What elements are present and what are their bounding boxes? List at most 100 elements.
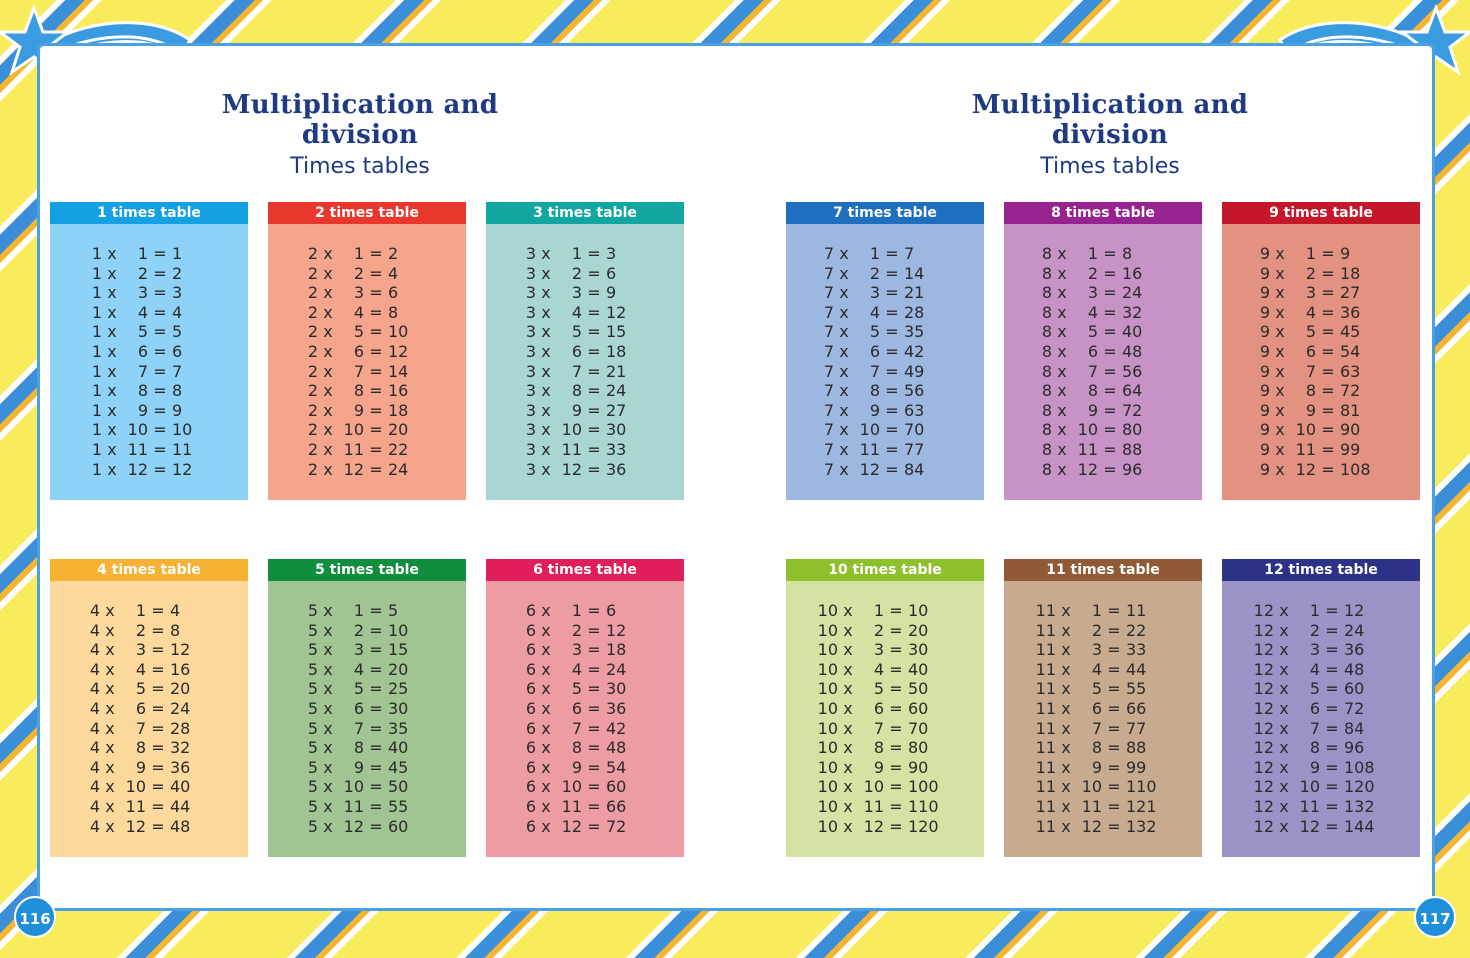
table-row: 10 x 3 = 30 (817, 640, 929, 660)
table-row: 3 x 8 = 24 (525, 381, 627, 401)
table-row: 7 x 9 = 63 (823, 400, 925, 420)
table-row: 2 x 5 = 10 (307, 322, 409, 342)
table-row: 1 x 6 = 6 (91, 341, 183, 361)
table-row: 1 x 1 = 1 (91, 244, 183, 263)
page-subtitle: Times tables (1040, 154, 1180, 179)
table-row: 11 x 4 = 44 (1035, 659, 1147, 679)
table-row: 11 x 11 = 121 (1035, 796, 1157, 816)
table-row: 8 x 10 = 80 (1041, 420, 1143, 440)
table-row: 8 x 2 = 16 (1041, 263, 1143, 283)
table-row: 2 x 9 = 18 (307, 400, 409, 420)
times-table-title: 10 times table (786, 559, 984, 581)
table-row: 8 x 4 = 32 (1041, 302, 1143, 322)
table-row: 5 x 1 = 5 (307, 601, 399, 620)
table-row: 3 x 3 = 9 (525, 283, 617, 303)
table-row: 11 x 7 = 77 (1035, 718, 1147, 738)
table-row: 7 x 4 = 28 (823, 302, 925, 322)
table-row: 10 x 8 = 80 (817, 738, 929, 758)
table-row: 4 x 2 = 8 (89, 620, 181, 640)
times-table-title: 4 times table (50, 559, 248, 581)
times-table-title: 1 times table (50, 202, 248, 224)
table-row: 5 x 11 = 55 (307, 796, 409, 816)
table-row: 3 x 11 = 33 (525, 439, 627, 459)
table-row: 3 x 1 = 3 (525, 244, 617, 263)
times-table-card-3: 3 times table 3 x 1 = 3 3 x 2 = 6 3 x 3 = 9 3 x 4 = 12 3 x 5 = 15… (486, 202, 684, 500)
table-row: 9 x 3 = 27 (1259, 283, 1361, 303)
times-table-card-7: 7 times table 7 x 1 = 7 7 x 2 = 14 7 x 3 = 21 7 x 4 = 28 7 x 5 =… (786, 202, 984, 500)
table-row: 7 x 6 = 42 (823, 341, 925, 361)
table-row: 10 x 6 = 60 (817, 698, 929, 718)
table-row: 10 x 1 = 10 (817, 601, 929, 620)
table-row: 11 x 3 = 33 (1035, 640, 1147, 660)
table-row: 3 x 9 = 27 (525, 400, 627, 420)
table-row: 3 x 6 = 18 (525, 341, 627, 361)
table-row: 10 x 11 = 110 (817, 796, 939, 816)
table-row: 3 x 12 = 36 (525, 459, 627, 479)
table-row: 4 x 5 = 20 (89, 679, 191, 699)
left-page-heading: Multiplication and division Times tables (160, 90, 560, 179)
table-row: 11 x 12 = 132 (1035, 816, 1157, 836)
table-row: 12 x 10 = 120 (1253, 777, 1375, 797)
table-row: 8 x 11 = 88 (1041, 439, 1143, 459)
table-row: 2 x 10 = 20 (307, 420, 409, 440)
table-row: 4 x 1 = 4 (89, 601, 181, 620)
table-row: 6 x 3 = 18 (525, 640, 627, 660)
table-row: 5 x 7 = 35 (307, 718, 409, 738)
times-table-card-8: 8 times table 8 x 1 = 8 8 x 2 = 16 8 x 3 = 24 8 x 4 = 32 8 x 5 =… (1004, 202, 1202, 500)
table-row: 6 x 5 = 30 (525, 679, 627, 699)
table-row: 9 x 1 = 9 (1259, 244, 1351, 263)
table-row: 9 x 9 = 81 (1259, 400, 1361, 420)
table-row: 1 x 10 = 10 (91, 420, 193, 440)
table-row: 5 x 2 = 10 (307, 620, 409, 640)
table-row: 11 x 5 = 55 (1035, 679, 1147, 699)
table-row: 8 x 9 = 72 (1041, 400, 1143, 420)
table-row: 4 x 3 = 12 (89, 640, 191, 660)
table-row: 12 x 3 = 36 (1253, 640, 1365, 660)
table-row: 1 x 4 = 4 (91, 302, 183, 322)
table-row: 9 x 7 = 63 (1259, 361, 1361, 381)
table-row: 11 x 9 = 99 (1035, 757, 1147, 777)
table-row: 7 x 12 = 84 (823, 459, 925, 479)
table-row: 9 x 2 = 18 (1259, 263, 1361, 283)
table-row: 3 x 5 = 15 (525, 322, 627, 342)
table-row: 10 x 10 = 100 (817, 777, 939, 797)
table-row: 4 x 10 = 40 (89, 777, 191, 797)
table-row: 4 x 8 = 32 (89, 738, 191, 758)
times-table-card-11: 11 times table 11 x 1 = 11 11 x 2 = 22 11 x 3 = 33 11 x 4 =… (1004, 559, 1202, 857)
page-title: Multiplication and division (971, 90, 1249, 150)
times-table-card-5: 5 times table 5 x 1 = 5 5 x 2 = 10 5 x 3 = 15 5 x 4 = 20 5 x 5 =… (268, 559, 466, 857)
table-row: 5 x 4 = 20 (307, 659, 409, 679)
table-row: 7 x 2 = 14 (823, 263, 925, 283)
times-table-body: 5 x 1 = 5 5 x 2 = 10 5 x 3 = 15 5 x 4 = 20 5 x 5 = 25 5 x 6 = 30 5 x 7 = 3… (268, 581, 466, 857)
table-row: 4 x 11 = 44 (89, 796, 191, 816)
times-table-body: 12 x 1 = 12 12 x 2 = 24 12 x 3 = 36 12 x 4 = 48 12 x 5 = 60 12 x 6 =… (1222, 581, 1420, 857)
table-row: 5 x 3 = 15 (307, 640, 409, 660)
table-row: 4 x 4 = 16 (89, 659, 191, 679)
times-table-title: 3 times table (486, 202, 684, 224)
table-row: 10 x 7 = 70 (817, 718, 929, 738)
table-row: 2 x 8 = 16 (307, 381, 409, 401)
table-row: 9 x 10 = 90 (1259, 420, 1361, 440)
table-row: 11 x 1 = 11 (1035, 601, 1147, 620)
table-row: 10 x 5 = 50 (817, 679, 929, 699)
times-table-title: 7 times table (786, 202, 984, 224)
table-row: 7 x 8 = 56 (823, 381, 925, 401)
table-row: 2 x 11 = 22 (307, 439, 409, 459)
table-row: 2 x 6 = 12 (307, 341, 409, 361)
table-row: 12 x 12 = 144 (1253, 816, 1375, 836)
times-table-title: 11 times table (1004, 559, 1202, 581)
table-row: 6 x 2 = 12 (525, 620, 627, 640)
table-row: 9 x 11 = 99 (1259, 439, 1361, 459)
table-row: 11 x 8 = 88 (1035, 738, 1147, 758)
table-row: 5 x 8 = 40 (307, 738, 409, 758)
times-table-title: 5 times table (268, 559, 466, 581)
table-row: 12 x 8 = 96 (1253, 738, 1365, 758)
table-row: 10 x 12 = 120 (817, 816, 939, 836)
table-row: 8 x 3 = 24 (1041, 283, 1143, 303)
table-row: 2 x 12 = 24 (307, 459, 409, 479)
table-row: 9 x 12 = 108 (1259, 459, 1371, 479)
table-row: 7 x 1 = 7 (823, 244, 915, 263)
table-row: 6 x 9 = 54 (525, 757, 627, 777)
page-number-right: 117 (1414, 896, 1456, 938)
table-row: 2 x 1 = 2 (307, 244, 399, 263)
